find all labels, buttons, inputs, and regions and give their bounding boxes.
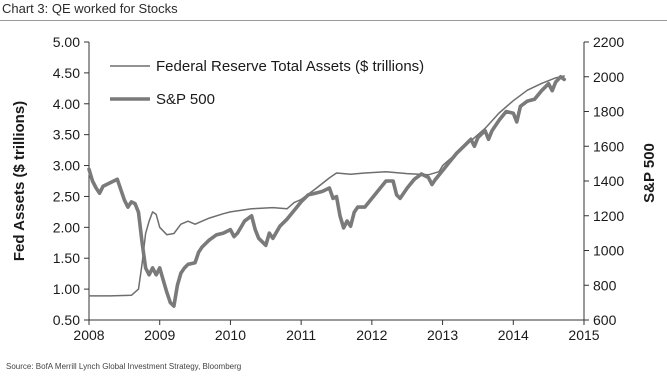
- y-left-tick-label: 1.00: [53, 281, 80, 297]
- y-right-tick-label: 2200: [593, 34, 624, 50]
- legend: Federal Reserve Total Assets ($ trillion…: [110, 58, 424, 108]
- axes-layer: 0.50 1.00 1.50 2.00 2.50 3.00 3.50 4.00 4.50 5.00…: [53, 34, 625, 343]
- x-tick-label: 2010: [215, 327, 246, 343]
- title-rule: [0, 20, 667, 21]
- x-tick-label: 2009: [144, 327, 175, 343]
- y-axis-left-label: Fed Assets ($ trillions): [11, 101, 28, 261]
- y-left-tick-label: 2.50: [53, 188, 80, 204]
- y-right-tick-label: 2000: [593, 69, 624, 85]
- y-axis-right-label: S&P 500: [641, 143, 658, 203]
- plot-layer: [87, 75, 566, 308]
- x-tick-label: 2012: [356, 327, 387, 343]
- y-left-tick-label: 4.00: [53, 96, 80, 112]
- y-right-tick-label: 1000: [593, 243, 624, 259]
- legend-label-fed: Federal Reserve Total Assets ($ trillion…: [156, 58, 424, 75]
- chart-svg: 0.50 1.00 1.50 2.00 2.50 3.00 3.50 4.00 4.50 5.00…: [11, 34, 658, 343]
- chart-source: Source: BofA Merrill Lynch Global Invest…: [6, 362, 242, 371]
- y-left-tick-label: 4.50: [53, 65, 80, 81]
- series-line-sp500: [87, 75, 566, 308]
- y-right-tick-label: 800: [593, 277, 617, 293]
- y-left-tick-label: 2.00: [53, 219, 80, 235]
- y-left-tick-label: 0.50: [53, 312, 80, 328]
- y-right-tick-label: 1200: [593, 208, 624, 224]
- y-right-tick-label: 600: [593, 312, 617, 328]
- x-tick-label: 2013: [427, 327, 458, 343]
- x-tick-label: 2008: [73, 327, 104, 343]
- y-left-tick-label: 5.00: [53, 34, 80, 50]
- chart-title: Chart 3: QE worked for Stocks: [2, 1, 178, 16]
- y-right-tick-label: 1800: [593, 104, 624, 120]
- y-left-tick-label: 1.50: [53, 250, 80, 266]
- x-tick-label: 2011: [286, 327, 316, 343]
- x-tick-label: 2014: [498, 327, 529, 343]
- series-line-fed-assets: [88, 75, 565, 297]
- x-tick-label: 2015: [568, 327, 599, 343]
- y-right-tick-label: 1600: [593, 138, 624, 154]
- y-right-tick-label: 1400: [593, 173, 624, 189]
- y-left-tick-label: 3.00: [53, 158, 80, 174]
- y-left-tick-label: 3.50: [53, 127, 80, 143]
- legend-label-spx: S&P 500: [156, 91, 215, 108]
